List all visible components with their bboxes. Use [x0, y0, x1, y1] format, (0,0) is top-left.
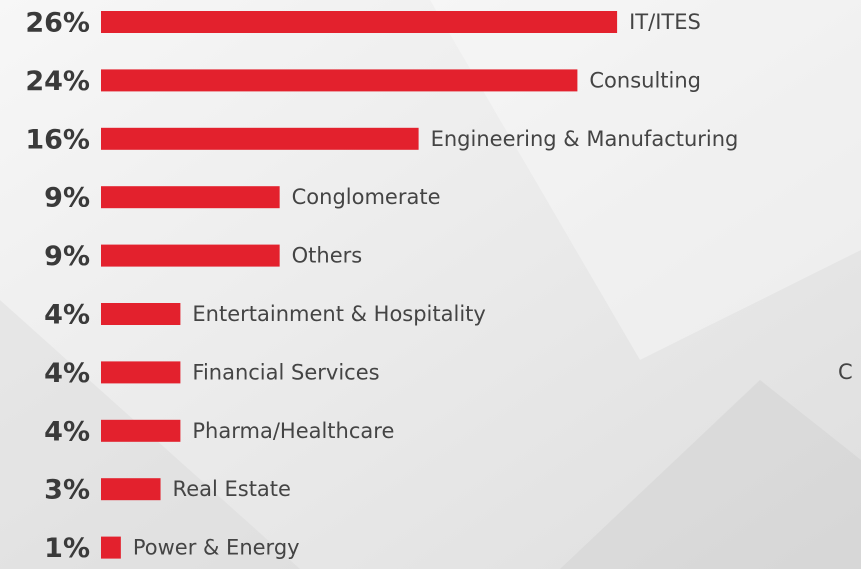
value-label: 1%	[44, 533, 90, 564]
category-label: Engineering & Manufacturing	[431, 127, 739, 151]
category-label: Pharma/Healthcare	[192, 419, 394, 443]
bar	[101, 419, 181, 442]
category-label: Entertainment & Hospitality	[192, 302, 485, 326]
category-label: Financial Services	[192, 360, 379, 384]
value-label: 24%	[25, 66, 90, 97]
value-label: 16%	[25, 124, 90, 155]
value-label: 3%	[44, 475, 90, 506]
bg-shape	[560, 380, 861, 569]
value-label: 4%	[44, 358, 90, 389]
value-label: 26%	[25, 8, 90, 39]
value-label: 4%	[44, 416, 90, 447]
bar	[101, 11, 618, 33]
bar	[101, 361, 181, 384]
category-label: Others	[292, 244, 363, 268]
bar	[101, 186, 280, 209]
bar	[101, 69, 578, 92]
bar	[101, 536, 121, 559]
value-label: 9%	[44, 241, 90, 272]
annotation: C	[838, 360, 853, 384]
bar	[101, 303, 181, 325]
bar	[101, 478, 161, 501]
value-label: 4%	[44, 300, 90, 331]
category-label: Consulting	[589, 68, 701, 92]
category-label: IT/ITES	[629, 10, 701, 34]
bar	[101, 244, 280, 267]
category-label: Power & Energy	[133, 536, 300, 560]
value-label: 9%	[44, 183, 90, 214]
category-label: Conglomerate	[292, 185, 441, 209]
category-label: Real Estate	[173, 477, 291, 501]
bar	[101, 127, 419, 150]
